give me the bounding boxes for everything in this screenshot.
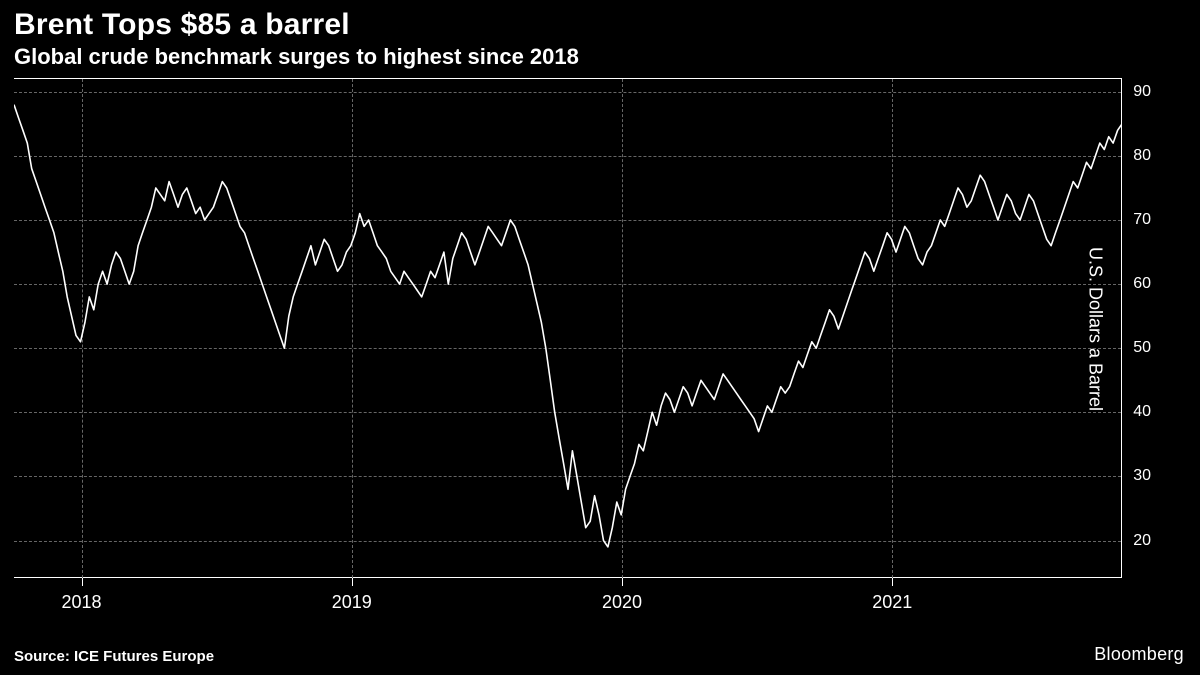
y-tick-label: 30 xyxy=(1133,467,1151,485)
y-tick-label: 20 xyxy=(1133,532,1151,550)
chart-subtitle: Global crude benchmark surges to highest… xyxy=(0,44,1200,70)
x-tick-mark xyxy=(622,578,623,586)
y-tick-label: 60 xyxy=(1133,275,1151,293)
x-tick-label: 2019 xyxy=(332,592,372,613)
x-tick-mark xyxy=(892,578,893,586)
x-tick-label: 2018 xyxy=(62,592,102,613)
brand-watermark: Bloomberg xyxy=(1094,644,1184,665)
y-tick-label: 70 xyxy=(1133,211,1151,229)
plot-area: U.S. Dollars a Barrel 2030405060708090 xyxy=(14,78,1122,578)
y-tick-label: 50 xyxy=(1133,339,1151,357)
chart-area: U.S. Dollars a Barrel 2030405060708090 2… xyxy=(14,78,1186,623)
y-tick-label: 90 xyxy=(1133,83,1151,101)
source-attribution: Source: ICE Futures Europe xyxy=(14,648,214,665)
x-tick-label: 2020 xyxy=(602,592,642,613)
chart-title: Brent Tops $85 a barrel xyxy=(0,0,1200,44)
x-tick-mark xyxy=(352,578,353,586)
price-line xyxy=(14,79,1122,579)
x-tick-label: 2021 xyxy=(872,592,912,613)
x-tick-mark xyxy=(82,578,83,586)
y-tick-label: 80 xyxy=(1133,147,1151,165)
y-tick-label: 40 xyxy=(1133,403,1151,421)
